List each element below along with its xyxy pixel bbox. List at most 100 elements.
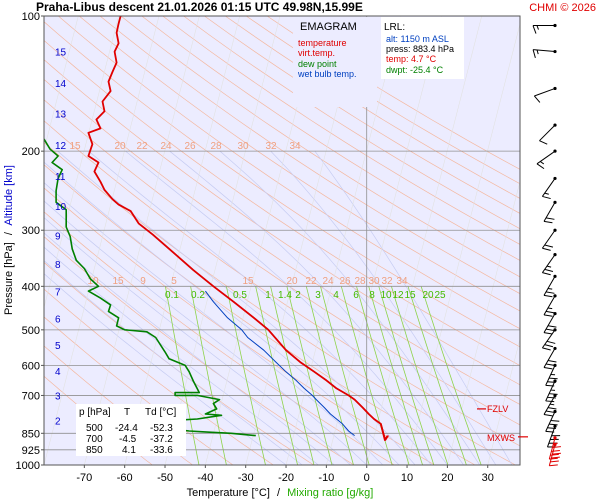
wind-barb-flag (551, 450, 560, 452)
mxws-label: MXWS (487, 433, 515, 443)
pressure-tick-label: 1000 (16, 460, 40, 472)
level-table-row-700-p: 700 (86, 434, 103, 445)
wind-barb-half-flag (539, 161, 545, 165)
pressure-tick-label: 925 (22, 445, 40, 457)
wind-barb-flag (550, 460, 559, 463)
dry-adiabat-line (204, 16, 520, 214)
wind-barb (543, 311, 557, 335)
wind-barb-flag (545, 217, 555, 220)
wind-barb-flag (543, 414, 553, 417)
wind-barb-half-flag (549, 403, 555, 406)
altitude-tick-label: 11 (55, 172, 66, 183)
temperature-tick-label: -30 (238, 472, 254, 484)
wind-barb-base (553, 149, 557, 153)
level-table-row-500-t: -24.4 (115, 423, 138, 434)
temperature-tick-label: -70 (76, 472, 92, 484)
altitude-tick-label: 8 (55, 260, 61, 271)
wind-barb-flag (533, 95, 541, 103)
pressure-tick-label: 500 (22, 325, 40, 337)
dry-adiabat-line (225, 16, 520, 199)
chart-title: Praha-Libus descent 21.01.2026 01:15 UTC… (36, 0, 363, 14)
wind-barb (533, 86, 557, 103)
lrl-background (381, 17, 464, 79)
virtual-temperature-line (192, 269, 389, 441)
wind-barb-staff (545, 380, 556, 402)
plot-frame (43, 15, 521, 466)
wind-barb-flag (543, 294, 553, 298)
temperature-tick-label: 20 (441, 472, 453, 484)
wind-barb-flag (546, 340, 556, 344)
wind-barb (548, 442, 561, 467)
level-table-header-p: p [hPa] (79, 407, 111, 418)
mixing-ratio-label: 15 (404, 290, 416, 301)
isotherm-line (44, 16, 79, 152)
wind-barb-flag (536, 163, 545, 170)
theta-label: 24 (160, 141, 172, 152)
wind-barb (539, 123, 557, 145)
wind-barb-flag (545, 400, 555, 403)
wind-barb-half-flag (547, 287, 553, 290)
mixing-ratio-label: 8 (369, 290, 375, 301)
wind-barb-base (553, 442, 557, 447)
wind-barb (543, 200, 557, 224)
temperature-tick-label: -10 (318, 472, 334, 484)
theta-label: 22 (136, 141, 148, 152)
diagram-label: EMAGRAM (300, 21, 357, 33)
wind-barb-staff (541, 229, 556, 249)
theta-label: 26 (184, 141, 196, 152)
lrl-temp: temp: 4.7 °C (386, 54, 437, 64)
wind-barb-staff (543, 202, 556, 222)
isotherm-line (84, 16, 200, 465)
level-table-row-700-td: -37.2 (150, 434, 173, 445)
mixing-ratio-label: 3 (315, 290, 321, 301)
wind-barb-flag (545, 310, 555, 314)
wind-barb (545, 363, 558, 387)
wind-barbs (532, 23, 561, 467)
altitude-tick-label: 14 (55, 79, 67, 90)
wind-barb (536, 149, 557, 170)
theta-label: 15 (242, 276, 254, 287)
dry-adiabat-line (44, 21, 520, 348)
altitude-tick-label: 12 (55, 141, 67, 152)
wind-barb-base (553, 409, 557, 414)
dry-adiabat-line (44, 78, 520, 405)
isotherm-line (406, 22, 520, 465)
mixing-ratio-label: 10 (380, 290, 392, 301)
lrl-title: LRL: (384, 22, 405, 33)
wind-barb-staff (548, 444, 556, 466)
wind-barb (532, 49, 557, 59)
theta-label: 30 (368, 276, 380, 287)
wind-barb-flag (543, 332, 553, 335)
wind-barb-flag (549, 457, 558, 460)
xlabel-separator: / (277, 487, 281, 499)
pressure-tick-label: 400 (22, 281, 40, 293)
legend: EMAGRAM temperature virt.temp. dew point… (293, 17, 377, 107)
isotherm-line (285, 16, 402, 465)
level-table-row-500-p: 500 (86, 423, 103, 434)
wind-barb-base (553, 200, 557, 204)
wind-barb-base (553, 379, 557, 383)
legend-temperature: temperature (298, 38, 347, 48)
theta-label: 20 (114, 141, 126, 152)
wind-barb-flag (544, 344, 554, 348)
mixing-ratio-label: 6 (353, 290, 359, 301)
altitude-tick-label: 13 (55, 110, 67, 121)
ylabel-altitude: Altitude [km] (3, 165, 15, 226)
altitude-tick-label: 9 (55, 231, 61, 242)
wind-barb-staff (534, 87, 556, 97)
lrl-box: LRL: alt: 1150 m ASL press: 883.4 hPa te… (381, 17, 464, 79)
level-table-background (76, 404, 186, 456)
y-axis-title: Pressure [hPa] / Altitude [km] (3, 165, 15, 315)
wind-barb-flag (545, 363, 555, 366)
wind-barb (541, 328, 557, 351)
mixing-ratio-label: 12 (392, 290, 404, 301)
lrl-press: press: 883.4 hPa (386, 44, 454, 54)
credit-label: CHMI © 2026 (529, 2, 596, 14)
x-axis-title: Temperature [°C] / Mixing ratio [g/kg] (187, 487, 374, 499)
mixing-ratio-label: 1 (265, 290, 271, 301)
mixing-ratio-label: 0.5 (233, 290, 247, 301)
temperature-tick-label: -60 (117, 472, 133, 484)
wind-barb-flag (542, 272, 551, 276)
dry-adiabat-line (99, 16, 520, 295)
theta-label: 32 (265, 141, 277, 152)
